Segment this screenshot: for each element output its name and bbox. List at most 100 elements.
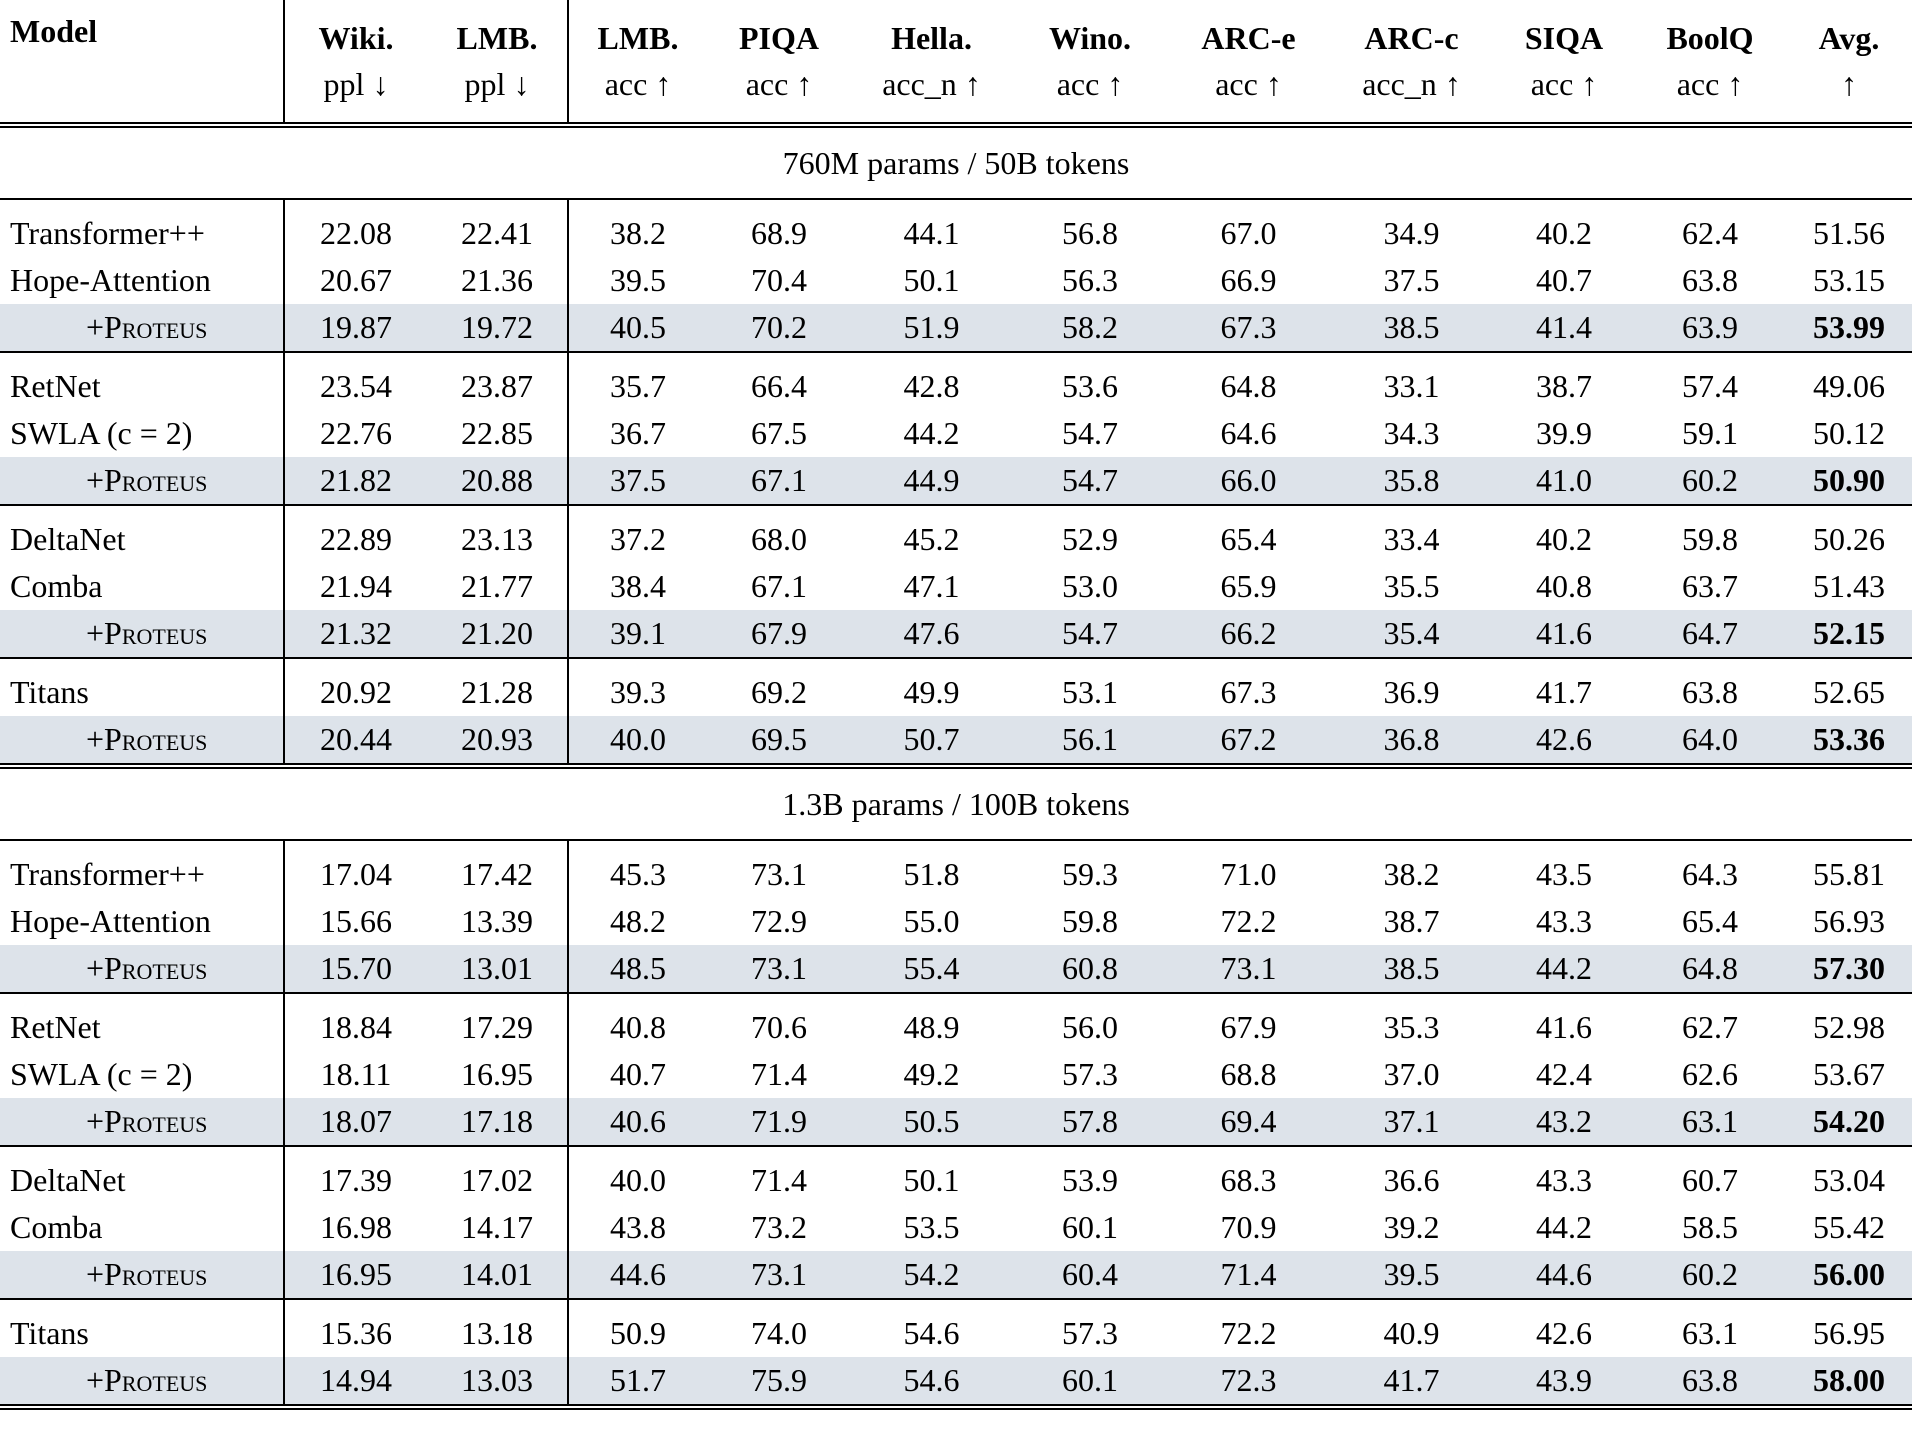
value-cell: 38.5: [1329, 945, 1494, 994]
value-cell: 48.9: [903, 1009, 960, 1045]
value-cell: 38.7: [1536, 368, 1592, 404]
value-cell: 69.5: [707, 716, 851, 769]
value-cell: 16.98: [320, 1209, 392, 1245]
value-cell: 70.2: [707, 304, 851, 353]
value-cell: 53.67: [1813, 1056, 1885, 1092]
header-cell: Avg. ↑: [1786, 0, 1912, 128]
value-cell: 63.8: [1682, 262, 1738, 298]
value-cell: 42.6: [1494, 716, 1634, 769]
header-cell: LMB. ppl ↓: [427, 0, 569, 128]
value-cell: 63.8: [1682, 674, 1738, 710]
header-metric: acc ↑: [1056, 66, 1124, 102]
value-cell: 56.93: [1813, 903, 1885, 939]
section-row: 760M params / 50B tokens: [0, 125, 1912, 200]
value-cell: 53.04: [1813, 1162, 1885, 1198]
value-cell: 53.9: [1062, 1162, 1118, 1198]
value-cell: 56.0: [1062, 1009, 1118, 1045]
value-cell: 58.5: [1682, 1209, 1738, 1245]
value-cell: 23.54: [320, 368, 392, 404]
value-cell: 22.41: [427, 199, 569, 257]
value-cell: 66.9: [1220, 262, 1277, 298]
value-cell: 22.08: [320, 215, 392, 251]
value-cell: 45.3: [610, 856, 666, 892]
header-cell: PIQA acc ↑: [707, 0, 851, 128]
value-cell: 20.93: [427, 716, 569, 769]
value-cell: 58.00: [1786, 1357, 1912, 1410]
header-metric: acc ↑: [745, 66, 813, 102]
value-cell: 48.2: [610, 903, 666, 939]
value-cell: 72.2: [1220, 1315, 1277, 1351]
value-cell: 59.1: [1682, 415, 1738, 451]
value-cell: 36.8: [1329, 716, 1494, 769]
value-cell: 73.1: [707, 1251, 851, 1300]
value-cell: 41.4: [1494, 304, 1634, 353]
value-cell: 68.8: [1220, 1056, 1277, 1092]
value-cell: 38.5: [1329, 304, 1494, 353]
value-cell: 14.94: [284, 1357, 427, 1410]
header-cell: BoolQ acc ↑: [1634, 0, 1786, 128]
value-cell: 52.15: [1786, 610, 1912, 659]
value-cell: 50.12: [1813, 415, 1885, 451]
value-cell: 50.5: [851, 1098, 1012, 1147]
value-cell: 20.44: [284, 716, 427, 769]
value-cell: 57.3: [1062, 1315, 1118, 1351]
value-cell: 42.6: [1536, 1315, 1592, 1351]
header-metric: ppl ↓: [323, 66, 389, 102]
data-row: DeltaNet 17.39 17.02 40.0 71.4 50.1 53.9 68.3 36…: [0, 1146, 1912, 1204]
value-cell: 59.3: [1062, 856, 1118, 892]
header-name: ARC-e: [1201, 20, 1296, 56]
value-cell: 72.9: [751, 903, 807, 939]
value-cell: 44.1: [903, 215, 960, 251]
value-cell: 70.6: [751, 1009, 807, 1045]
value-cell: 68.3: [1220, 1162, 1277, 1198]
value-cell: 74.0: [751, 1315, 807, 1351]
header-metric: ↑: [1841, 66, 1857, 102]
value-cell: 60.8: [1012, 945, 1168, 994]
value-cell: 53.15: [1813, 262, 1885, 298]
data-row: SWLA (c = 2) 18.11 16.95 40.7 71.4 49.2 57.3 68…: [0, 1051, 1912, 1098]
value-cell: 53.0: [1062, 568, 1118, 604]
data-row: +Proteus 21.32 21.20 39.1 67.9 47.6 54.7 66.2 35…: [0, 610, 1912, 659]
model-name: SWLA (c = 2): [0, 410, 285, 457]
value-cell: 39.5: [1329, 1251, 1494, 1300]
value-cell: 50.1: [903, 1162, 960, 1198]
value-cell: 40.2: [1536, 215, 1592, 251]
value-cell: 64.8: [1220, 368, 1277, 404]
value-cell: 73.1: [707, 945, 851, 994]
value-cell: 64.8: [1634, 945, 1786, 994]
value-cell: 56.00: [1786, 1251, 1912, 1300]
value-cell: 52.65: [1813, 674, 1885, 710]
value-cell: 41.7: [1329, 1357, 1494, 1410]
header-name: Hella.: [891, 20, 972, 56]
data-row: +Proteus 15.70 13.01 48.5 73.1 55.4 60.8 73.1 38…: [0, 945, 1912, 994]
value-cell: 71.4: [1168, 1251, 1329, 1300]
value-cell: 22.89: [320, 521, 392, 557]
value-cell: 19.72: [427, 304, 569, 353]
data-row: RetNet 18.84 17.29 40.8 70.6 48.9 56.0 67.9 35.3…: [0, 993, 1912, 1051]
value-cell: 39.1: [568, 610, 707, 659]
value-cell: 44.2: [1536, 1209, 1592, 1245]
value-cell: 15.66: [320, 903, 392, 939]
value-cell: 63.8: [1634, 1357, 1786, 1410]
value-cell: 21.82: [284, 457, 427, 506]
table-body: Model Wiki. ppl ↓ LMB. ppl ↓ LMB. acc ↑ PIQA acc…: [0, 0, 1912, 1410]
value-cell: 51.56: [1813, 215, 1885, 251]
data-row: DeltaNet 22.89 23.13 37.2 68.0 45.2 52.9 65.4 33…: [0, 505, 1912, 563]
value-cell: 38.4: [610, 568, 666, 604]
value-cell: 68.0: [751, 521, 807, 557]
value-cell: 60.1: [1012, 1357, 1168, 1410]
value-cell: 40.8: [610, 1009, 666, 1045]
data-row: +Proteus 16.95 14.01 44.6 73.1 54.2 60.4 71.4 39…: [0, 1251, 1912, 1300]
value-cell: 39.5: [610, 262, 666, 298]
value-cell: 37.1: [1329, 1098, 1494, 1147]
value-cell: 38.2: [1383, 856, 1440, 892]
value-cell: 14.01: [427, 1251, 569, 1300]
value-cell: 41.6: [1494, 610, 1634, 659]
value-cell: 51.43: [1813, 568, 1885, 604]
value-cell: 50.9: [610, 1315, 666, 1351]
value-cell: 64.0: [1634, 716, 1786, 769]
data-row: Comba 16.98 14.17 43.8 73.2 53.5 60.1 70.9 39.2 4…: [0, 1204, 1912, 1251]
value-cell: 65.4: [1220, 521, 1277, 557]
model-name: Hope-Attention: [0, 898, 285, 945]
value-cell: 48.5: [568, 945, 707, 994]
